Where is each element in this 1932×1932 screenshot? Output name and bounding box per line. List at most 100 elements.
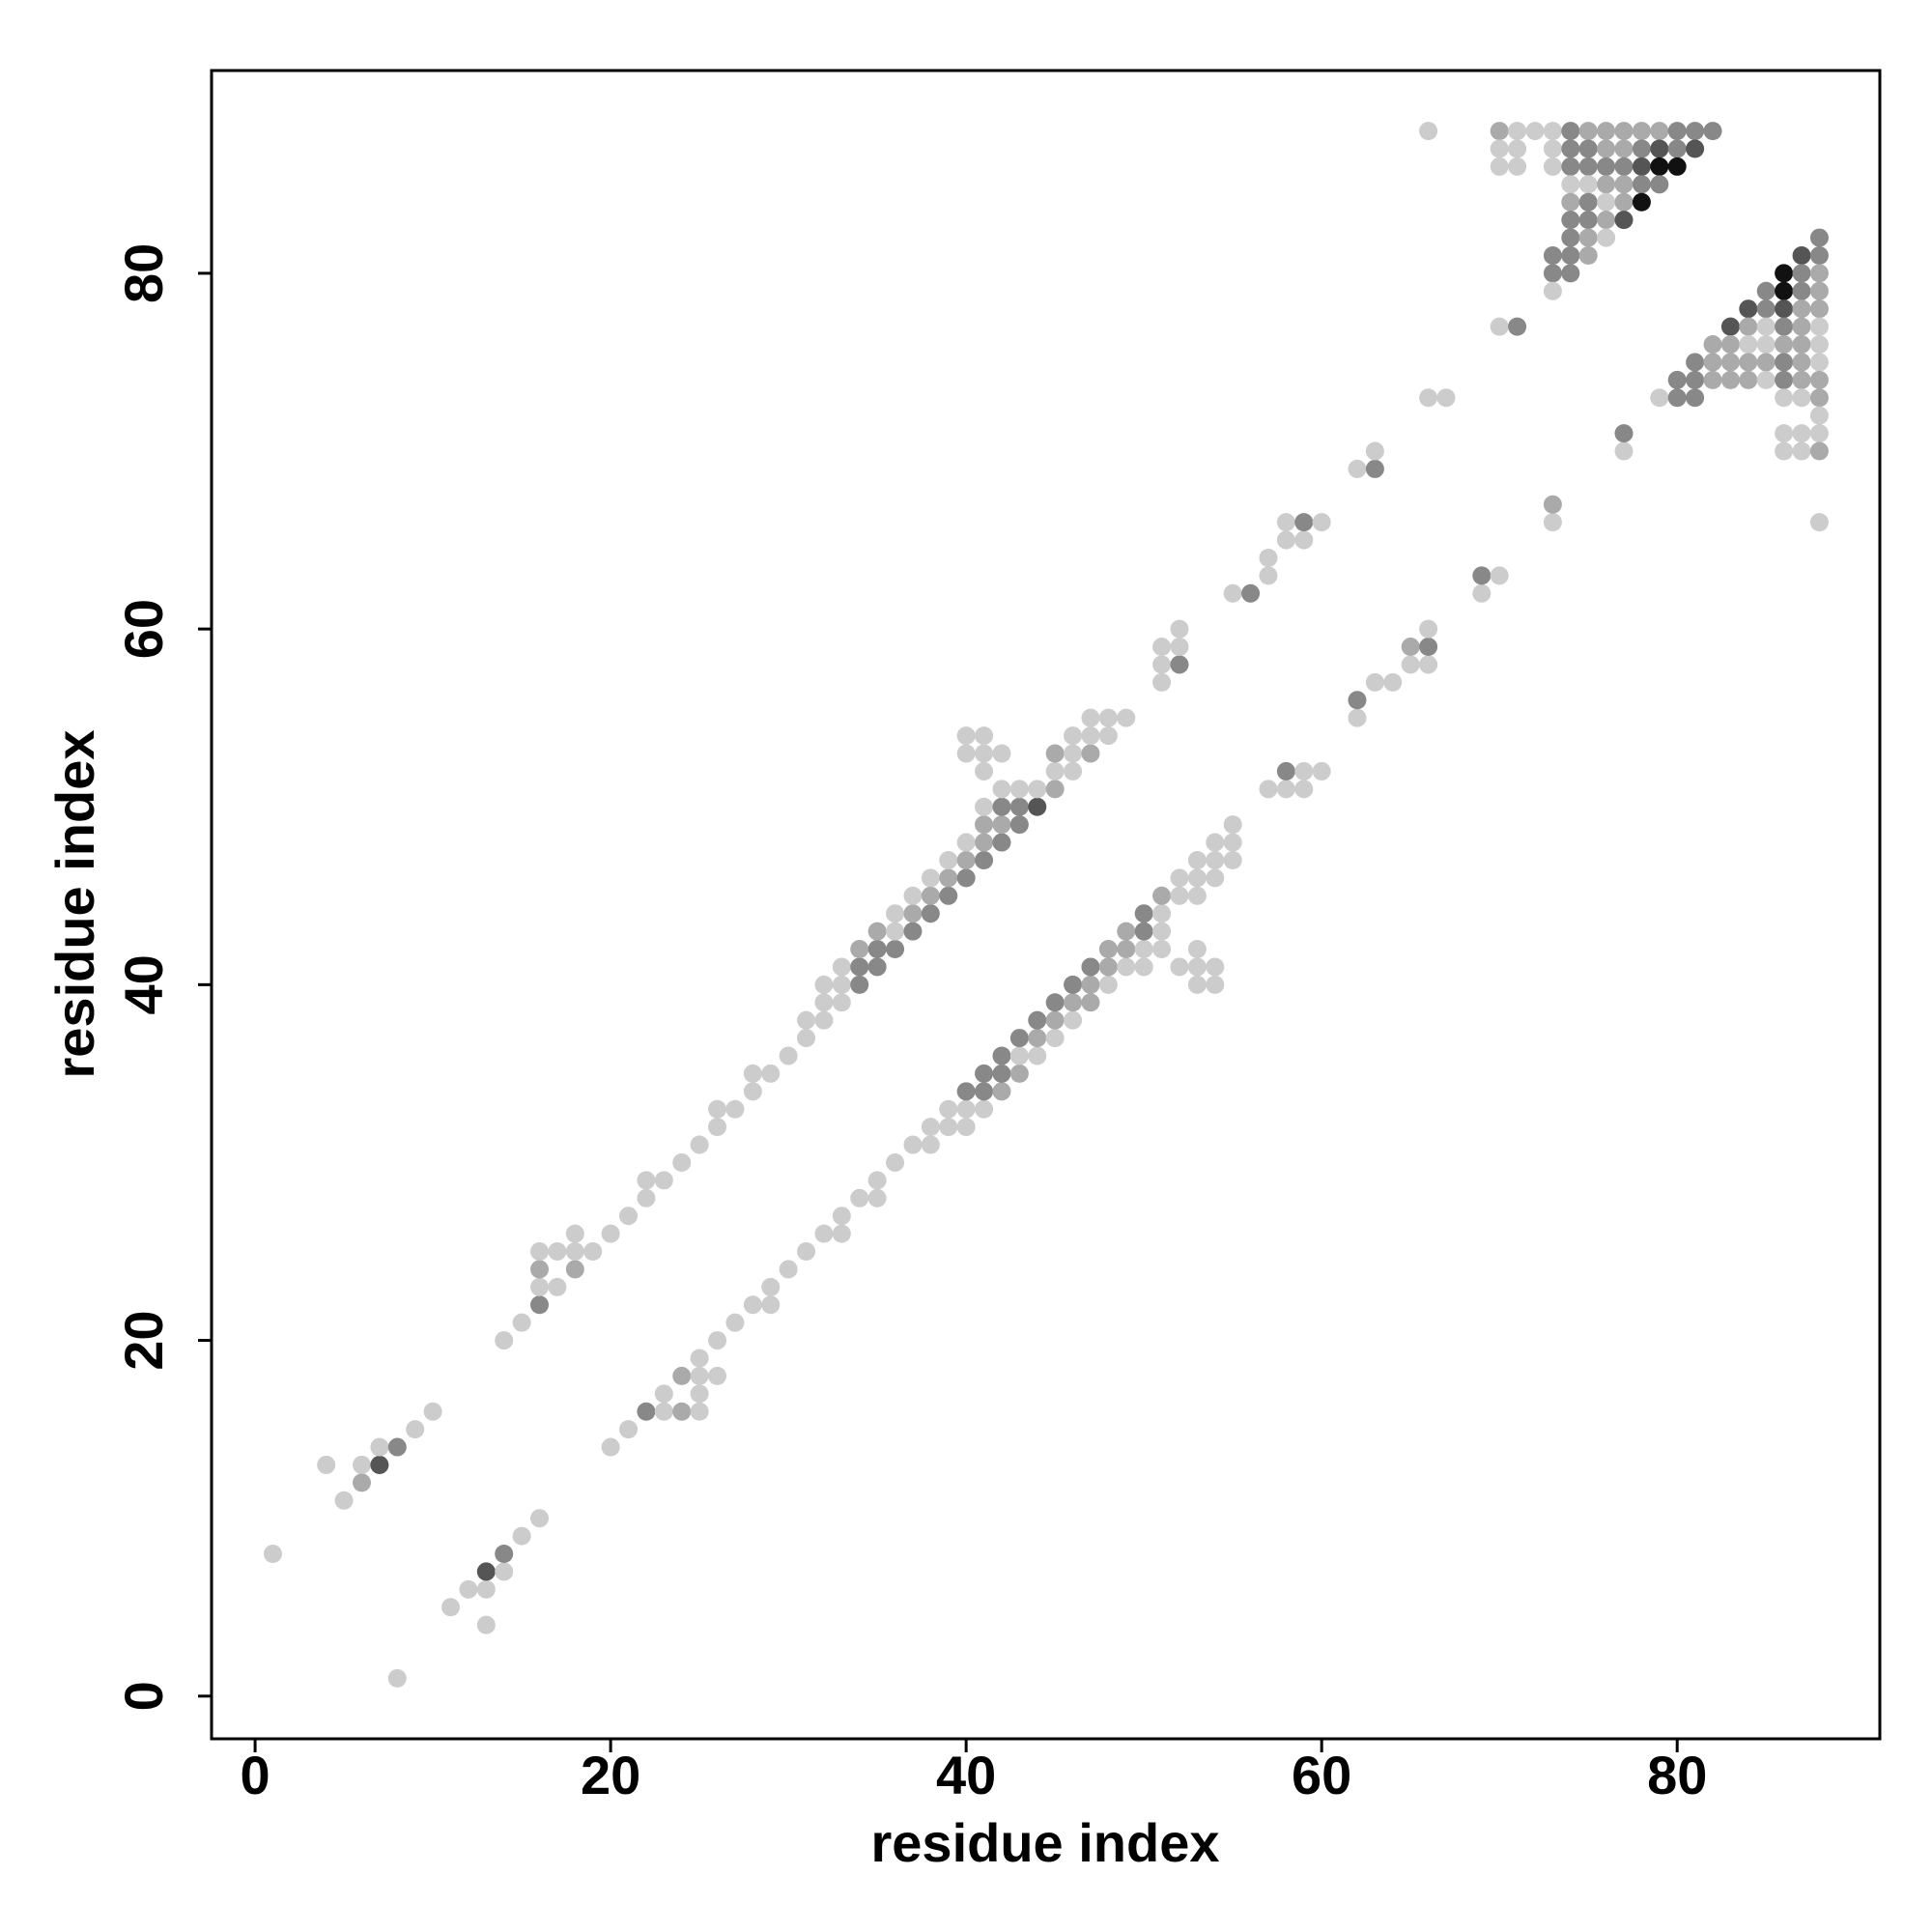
contact-point (1187, 868, 1207, 888)
contact-point (1650, 175, 1669, 194)
contact-point (1543, 495, 1562, 514)
contact-point (1098, 940, 1118, 959)
contact-point (1720, 370, 1740, 389)
contact-point (1667, 122, 1687, 141)
contact-point (1472, 566, 1492, 585)
contact-point (512, 1526, 531, 1546)
contact-point (352, 1455, 371, 1474)
contact-point (1597, 211, 1616, 230)
contact-point (672, 1402, 692, 1421)
contact-point (1756, 281, 1776, 300)
contact-point (1561, 245, 1580, 265)
contact-point (1508, 156, 1527, 176)
contact-point (334, 1491, 354, 1510)
contact-point (387, 1668, 407, 1688)
contact-point (1561, 139, 1580, 158)
contact-point (1667, 156, 1687, 176)
contact-point (1792, 353, 1811, 372)
contact-point (1223, 850, 1242, 869)
contact-point (1170, 957, 1189, 977)
contact-point (1152, 940, 1172, 959)
contact-point (476, 1579, 496, 1599)
contact-point (975, 797, 994, 816)
contact-point (512, 1313, 531, 1332)
contact-point (352, 1473, 371, 1492)
y-tick-label: 0 (113, 1681, 174, 1711)
contact-point (1543, 122, 1562, 141)
contact-point (690, 1384, 709, 1404)
contact-point (1508, 122, 1527, 141)
contact-point (1419, 619, 1438, 639)
contact-point (1045, 761, 1065, 781)
contact-point (814, 1224, 834, 1243)
contact-point (1632, 192, 1651, 212)
contact-point (975, 761, 994, 781)
contact-point (1792, 335, 1811, 355)
contact-point (1561, 156, 1580, 176)
contact-point (1312, 761, 1331, 781)
contact-point (1632, 175, 1651, 194)
contact-point (1170, 655, 1189, 674)
contact-point (1117, 957, 1136, 977)
contact-point (441, 1598, 461, 1617)
contact-point (1206, 868, 1225, 888)
contact-point (992, 744, 1011, 763)
contact-point (1045, 1010, 1065, 1030)
y-tick-label: 60 (113, 599, 174, 659)
x-tick-label: 20 (581, 1745, 640, 1805)
contact-point (1170, 868, 1189, 888)
contact-point (939, 850, 958, 869)
contact-point (1206, 957, 1225, 977)
contact-point (992, 1046, 1011, 1065)
contact-point (1543, 139, 1562, 158)
contact-point (886, 922, 905, 941)
contact-point (654, 1384, 673, 1404)
contact-point (1098, 975, 1118, 994)
contact-point (690, 1135, 709, 1154)
contact-point (867, 957, 887, 977)
contact-point (1064, 726, 1083, 746)
contact-point (1152, 638, 1172, 657)
contact-point (1294, 761, 1314, 781)
contact-point (1490, 566, 1509, 585)
contact-point (583, 1242, 603, 1262)
contact-point (939, 1099, 958, 1119)
y-tick-label: 80 (113, 243, 174, 303)
contact-point (1365, 459, 1384, 478)
contact-point (1276, 780, 1295, 799)
contact-point (1348, 459, 1367, 478)
contact-point (1578, 211, 1598, 230)
contact-point (1383, 672, 1403, 692)
plot-frame (210, 69, 1882, 1741)
contact-point (886, 904, 905, 923)
contact-point (1543, 264, 1562, 283)
contact-point (708, 1366, 727, 1385)
contact-point (1775, 424, 1794, 443)
contact-point (1756, 299, 1776, 319)
contact-point (654, 1171, 673, 1190)
contact-point (1775, 281, 1794, 300)
contact-point (1809, 353, 1829, 372)
contact-point (743, 1295, 762, 1315)
contact-point (956, 868, 976, 888)
contact-point (832, 957, 851, 977)
contact-point (565, 1242, 584, 1262)
contact-point (1756, 317, 1776, 336)
contact-point (992, 1064, 1011, 1083)
contact-point (1490, 156, 1509, 176)
contact-point (1632, 139, 1651, 158)
contact-point (1276, 530, 1295, 550)
contact-point (1508, 139, 1527, 158)
contact-point (1064, 761, 1083, 781)
contact-point (1187, 850, 1207, 869)
contact-point (1597, 228, 1616, 247)
contact-point (1561, 228, 1580, 247)
contact-point (975, 1064, 994, 1083)
contact-point (1028, 780, 1047, 799)
contact-point (1792, 388, 1811, 408)
contact-point (939, 886, 958, 905)
contact-point (565, 1224, 584, 1243)
contact-point (797, 1010, 816, 1030)
contact-point (548, 1242, 567, 1262)
contact-point (992, 780, 1011, 799)
